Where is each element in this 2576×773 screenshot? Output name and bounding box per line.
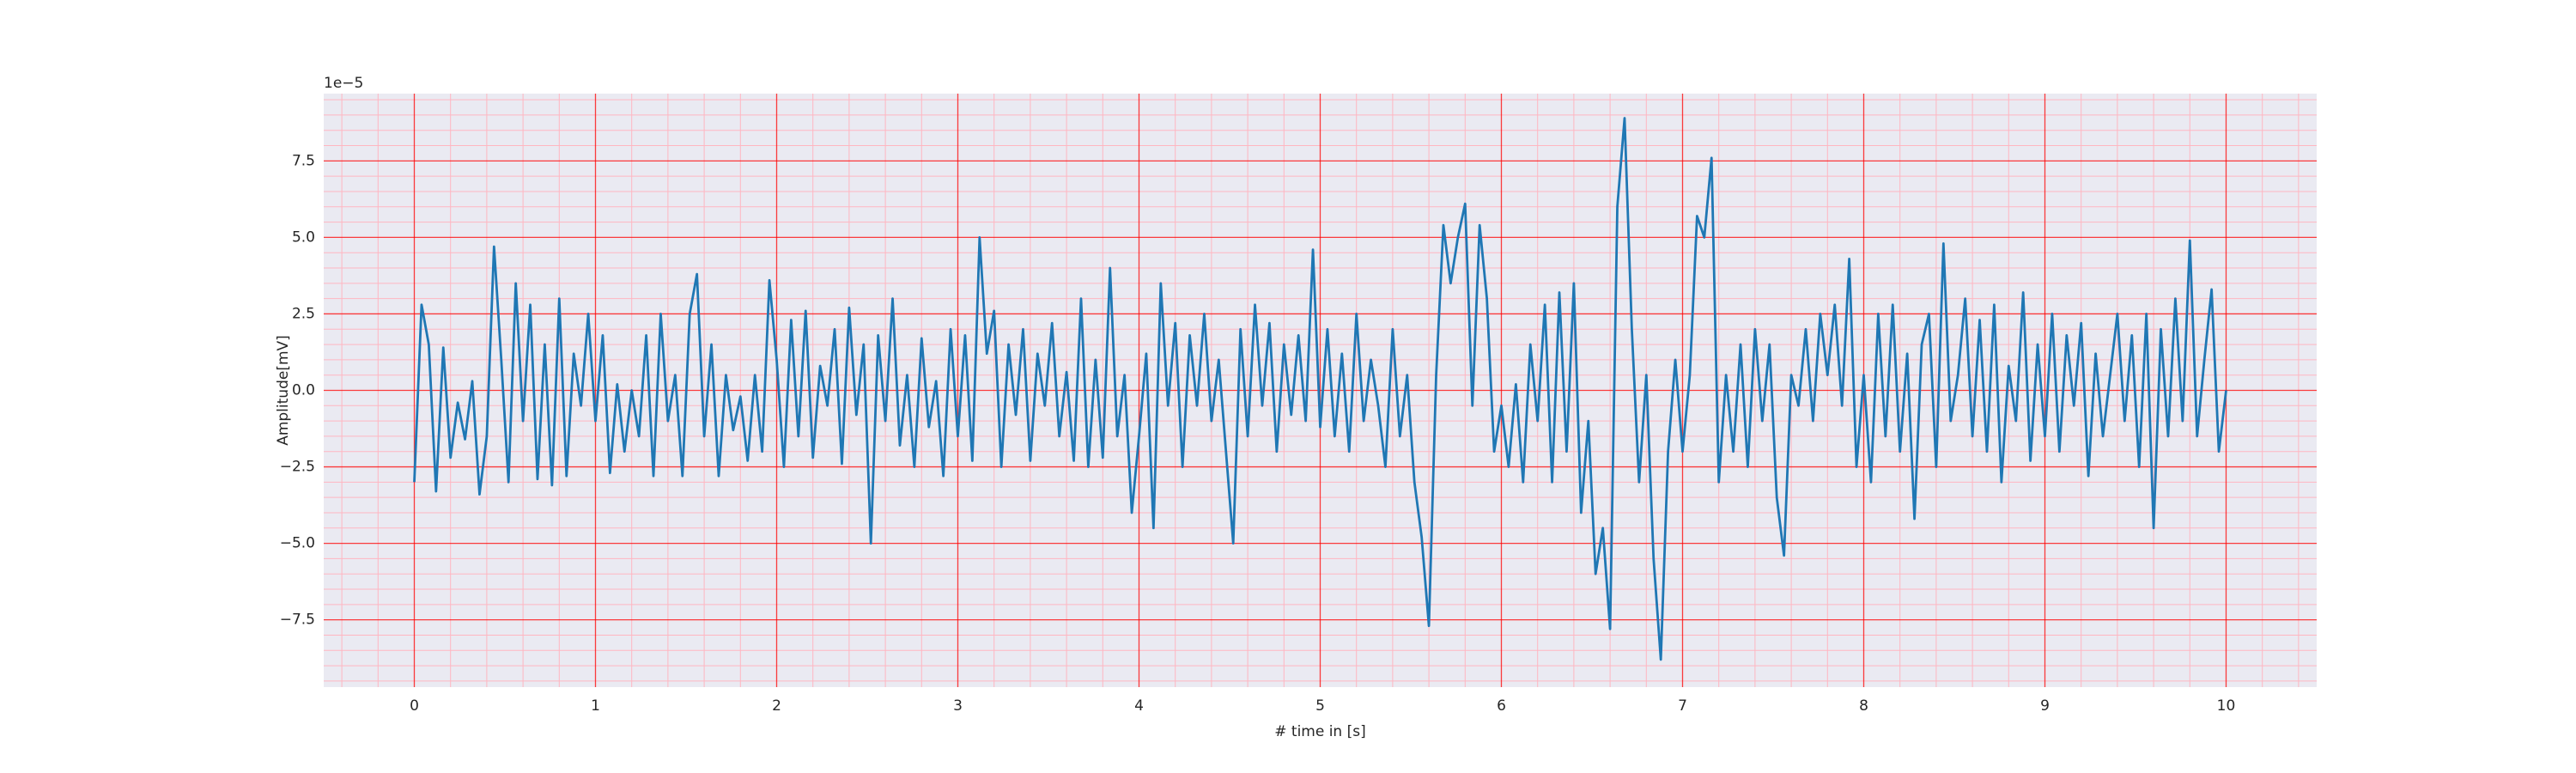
x-tick-label: 3 [953, 697, 963, 715]
y-tick-label: 0.0 [292, 382, 315, 399]
y-tick-label: −5.0 [280, 535, 315, 552]
y-tick-label: −2.5 [280, 459, 315, 476]
x-tick-label: 10 [2217, 697, 2236, 715]
x-tick-label: 8 [1859, 697, 1868, 715]
signal-line [413, 117, 2227, 661]
x-tick-label: 2 [772, 697, 781, 715]
y-tick-label: 2.5 [292, 305, 315, 322]
x-tick-label: 9 [2040, 697, 2050, 715]
y-axis-label: Amplitude[mV] [275, 335, 292, 446]
x-tick-label: 1 [591, 697, 600, 715]
x-tick-label: 7 [1678, 697, 1687, 715]
x-tick-label: 6 [1497, 697, 1506, 715]
x-tick-label: 5 [1315, 697, 1325, 715]
x-axis-label: # time in [s] [1274, 723, 1365, 740]
x-tick-label: 4 [1134, 697, 1144, 715]
y-offset-label: 1e−5 [324, 75, 363, 92]
x-tick-label: 0 [410, 697, 419, 715]
y-tick-label: 7.5 [292, 152, 315, 169]
y-tick-label: 5.0 [292, 228, 315, 246]
y-tick-label: −7.5 [280, 612, 315, 629]
